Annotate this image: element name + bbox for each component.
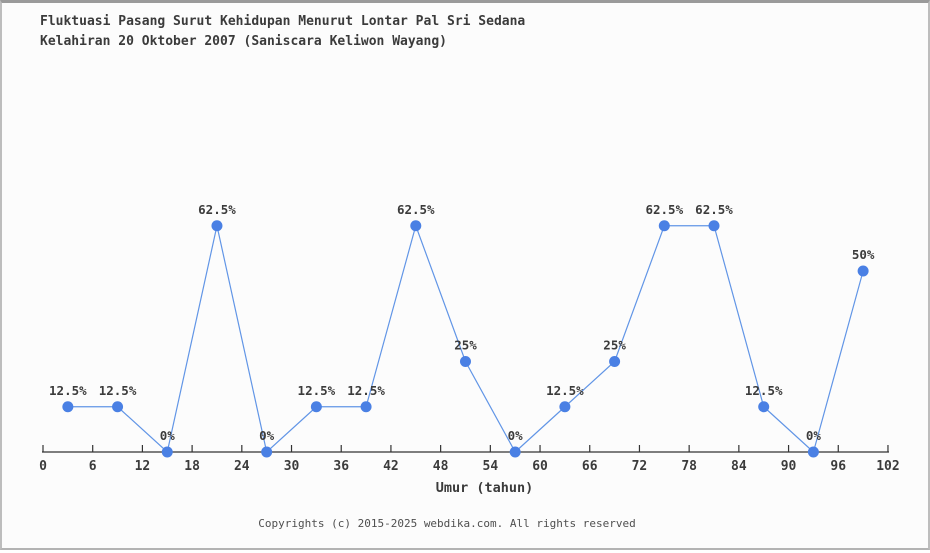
data-point bbox=[559, 401, 571, 413]
x-tick-label: 96 bbox=[830, 459, 846, 474]
x-tick-label: 90 bbox=[781, 459, 797, 474]
x-tick-label: 42 bbox=[383, 459, 399, 474]
x-tick-label: 36 bbox=[333, 459, 349, 474]
data-point-label: 12.5% bbox=[347, 383, 385, 398]
data-point-label: 62.5% bbox=[695, 202, 733, 217]
x-tick-label: 48 bbox=[433, 459, 449, 474]
data-point bbox=[758, 401, 770, 413]
data-point bbox=[459, 356, 471, 367]
data-point-label: 62.5% bbox=[645, 202, 683, 217]
data-point-label: 0% bbox=[259, 428, 275, 443]
x-tick-label: 54 bbox=[483, 459, 499, 474]
data-point bbox=[161, 446, 173, 458]
data-point-label: 0% bbox=[508, 428, 524, 443]
chart-title-line1: Fluktuasi Pasang Surut Kehidupan Menurut… bbox=[40, 14, 526, 29]
data-point-label: 62.5% bbox=[198, 202, 236, 217]
data-point bbox=[410, 220, 422, 232]
x-tick-label: 24 bbox=[234, 459, 250, 474]
x-tick-label: 84 bbox=[731, 459, 747, 474]
data-point-label: 12.5% bbox=[49, 383, 87, 398]
x-tick-label: 0 bbox=[39, 459, 47, 474]
chart-title-line2: Kelahiran 20 Oktober 2007 (Saniscara Kel… bbox=[40, 34, 447, 49]
data-point-label: 12.5% bbox=[99, 383, 137, 398]
data-point-label: 62.5% bbox=[397, 202, 435, 217]
chart-title: Fluktuasi Pasang Surut Kehidupan Menurut… bbox=[40, 12, 525, 52]
data-point-label: 12.5% bbox=[745, 383, 783, 398]
x-tick-label: 30 bbox=[284, 459, 300, 474]
data-point-label: 25% bbox=[603, 338, 626, 353]
data-point bbox=[509, 446, 521, 458]
data-point-label: 12.5% bbox=[298, 383, 336, 398]
data-point bbox=[112, 401, 124, 413]
x-tick-label: 102 bbox=[876, 459, 899, 474]
data-point bbox=[708, 220, 720, 232]
x-tick-label: 78 bbox=[681, 459, 697, 474]
x-tick-label: 72 bbox=[632, 459, 648, 474]
data-point bbox=[211, 220, 223, 232]
x-axis-title: Umur (tahun) bbox=[436, 480, 534, 496]
data-point-label: 12.5% bbox=[546, 383, 584, 398]
footer-copyright: Copyrights (c) 2015-2025 webdika.com. Al… bbox=[258, 517, 636, 530]
x-tick-label: 18 bbox=[184, 459, 200, 474]
x-tick-label: 12 bbox=[135, 459, 151, 474]
data-point-label: 25% bbox=[454, 338, 477, 353]
data-point bbox=[261, 446, 273, 458]
data-point-label: 0% bbox=[160, 428, 176, 443]
data-point-label: 0% bbox=[806, 428, 822, 443]
data-point bbox=[360, 401, 372, 413]
data-point bbox=[609, 356, 621, 367]
data-point bbox=[62, 401, 74, 413]
data-point bbox=[310, 401, 322, 413]
data-point bbox=[857, 265, 869, 277]
data-point bbox=[658, 220, 670, 232]
x-tick-label: 60 bbox=[532, 459, 548, 474]
x-tick-label: 6 bbox=[89, 459, 97, 474]
data-point-label: 50% bbox=[852, 247, 875, 262]
chart-svg: 0 6 12 18 24 30 36 42 48 54 60 66 72 78 84 90 96 102 12.5%… bbox=[39, 202, 900, 496]
x-tick-label: 66 bbox=[582, 459, 598, 474]
data-point bbox=[807, 446, 819, 458]
